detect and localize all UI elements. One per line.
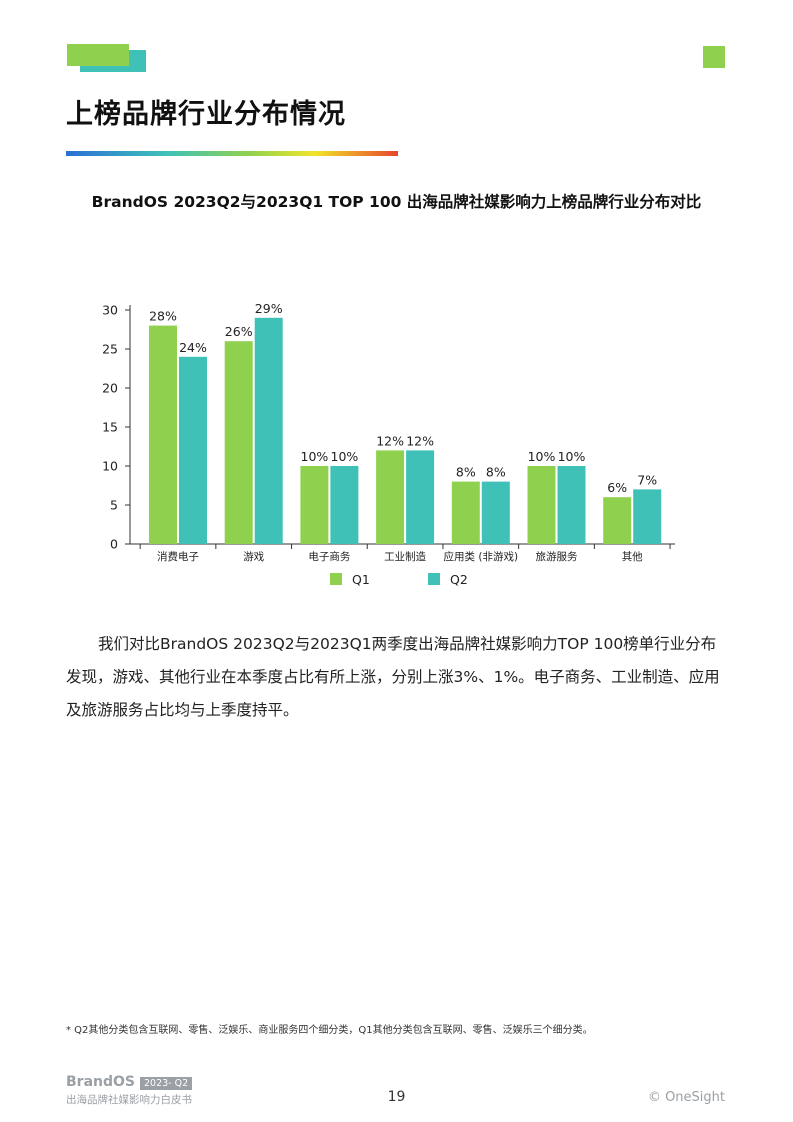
- y-tick-label: 5: [110, 498, 118, 513]
- footer-brand: BrandOS: [66, 1074, 135, 1090]
- y-tick-label: 25: [102, 342, 118, 357]
- legend-label-q1: Q1: [352, 572, 370, 587]
- bar-q2: [557, 466, 586, 544]
- y-tick-label: 10: [102, 459, 118, 474]
- legend-swatch-q2: [428, 573, 440, 585]
- bar-q1: [300, 466, 329, 544]
- page-title: 上榜品牌行业分布情况: [66, 99, 346, 130]
- legend-swatch-q1: [330, 573, 342, 585]
- data-label: 10%: [528, 449, 556, 464]
- data-label: 8%: [486, 465, 506, 480]
- chart-heading: BrandOS 2023Q2与2023Q1 TOP 100 出海品牌社媒影响力上…: [91, 193, 702, 211]
- category-label: 消费电子: [157, 550, 199, 563]
- data-label: 29%: [255, 301, 283, 316]
- title-gradient-bar: [66, 151, 398, 156]
- header-decoration-green: [67, 44, 129, 66]
- data-label: 8%: [456, 465, 476, 480]
- category-label: 其他: [622, 550, 643, 563]
- data-label: 10%: [331, 449, 359, 464]
- category-label: 工业制造: [384, 550, 426, 563]
- bar-q2: [481, 481, 510, 544]
- data-label: 7%: [637, 472, 657, 487]
- data-label: 26%: [225, 324, 253, 339]
- bar-q1: [224, 341, 253, 544]
- category-label: 旅游服务: [536, 550, 578, 563]
- bar-q2: [406, 450, 435, 544]
- footer-subtitle: 出海品牌社媒影响力白皮书: [66, 1094, 192, 1106]
- bar-q1: [603, 497, 632, 544]
- copyright: © OneSight: [647, 1090, 725, 1105]
- footnote: * Q2其他分类包含互联网、零售、泛娱乐、商业服务四个细分类，Q1其他分类包含互…: [66, 1025, 593, 1036]
- data-label: 6%: [607, 480, 627, 495]
- bar-q2: [633, 489, 662, 544]
- bar-q2: [330, 466, 359, 544]
- category-label: 应用类 (非游戏): [444, 550, 519, 563]
- bar-q1: [527, 466, 556, 544]
- y-tick-label: 20: [102, 381, 118, 396]
- body-paragraph: 我们对比BrandOS 2023Q2与2023Q1两季度出海品牌社媒影响力TOP…: [66, 635, 720, 719]
- data-label: 12%: [406, 433, 434, 448]
- y-tick-label: 30: [102, 303, 118, 318]
- legend-label-q2: Q2: [450, 572, 468, 587]
- y-tick-label: 15: [102, 420, 118, 435]
- data-label: 10%: [558, 449, 586, 464]
- bar-q1: [451, 481, 480, 544]
- footer-badge: 2023- Q2: [140, 1077, 193, 1090]
- data-label: 10%: [301, 449, 329, 464]
- category-label: 电子商务: [308, 550, 350, 563]
- data-label: 12%: [376, 433, 404, 448]
- y-tick-label: 0: [110, 537, 118, 552]
- page-number: 19: [387, 1089, 406, 1105]
- data-label: 24%: [179, 340, 207, 355]
- bar-q2: [254, 317, 283, 544]
- category-label: 游戏: [243, 550, 264, 563]
- bar-q1: [149, 325, 177, 544]
- bar-q2: [179, 356, 207, 544]
- corner-decoration: [703, 46, 725, 68]
- bar-q1: [376, 450, 405, 544]
- data-label: 28%: [149, 309, 177, 324]
